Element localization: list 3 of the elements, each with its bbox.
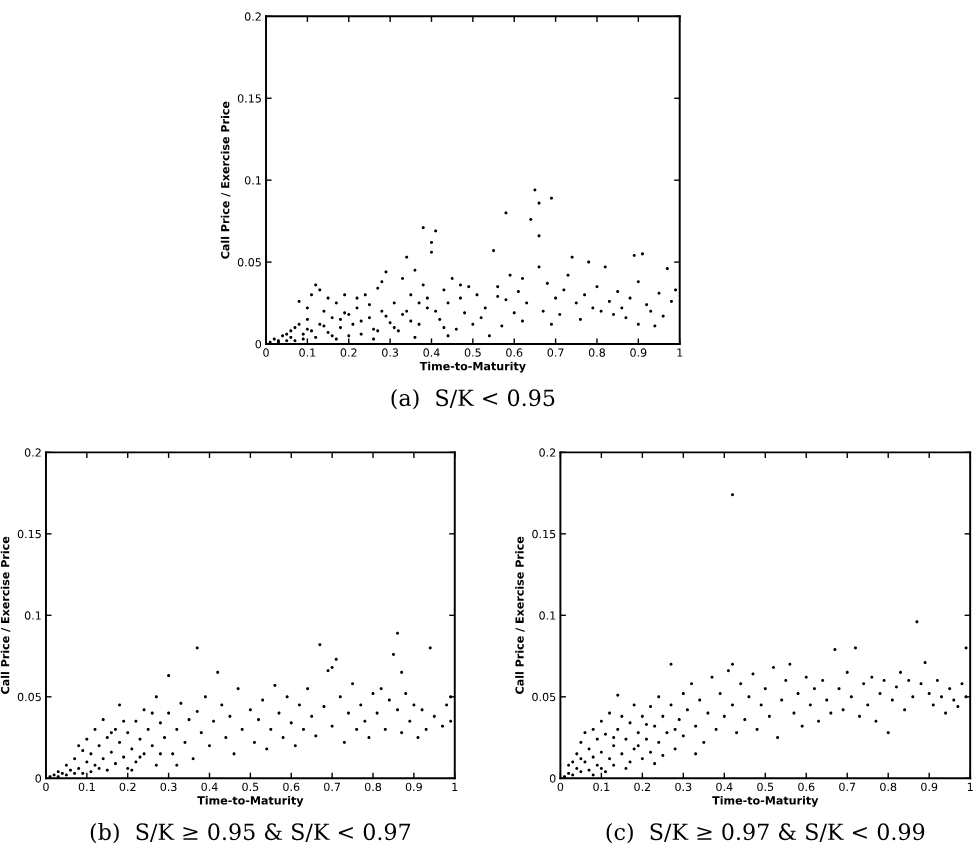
text: (c) S/K ≥ 0.97 & S/K < 0.99 bbox=[606, 822, 925, 844]
text: (b) S/K ≥ 0.95 & S/K < 0.97 bbox=[90, 822, 411, 844]
text: (a) S/K < 0.95 bbox=[391, 388, 555, 410]
